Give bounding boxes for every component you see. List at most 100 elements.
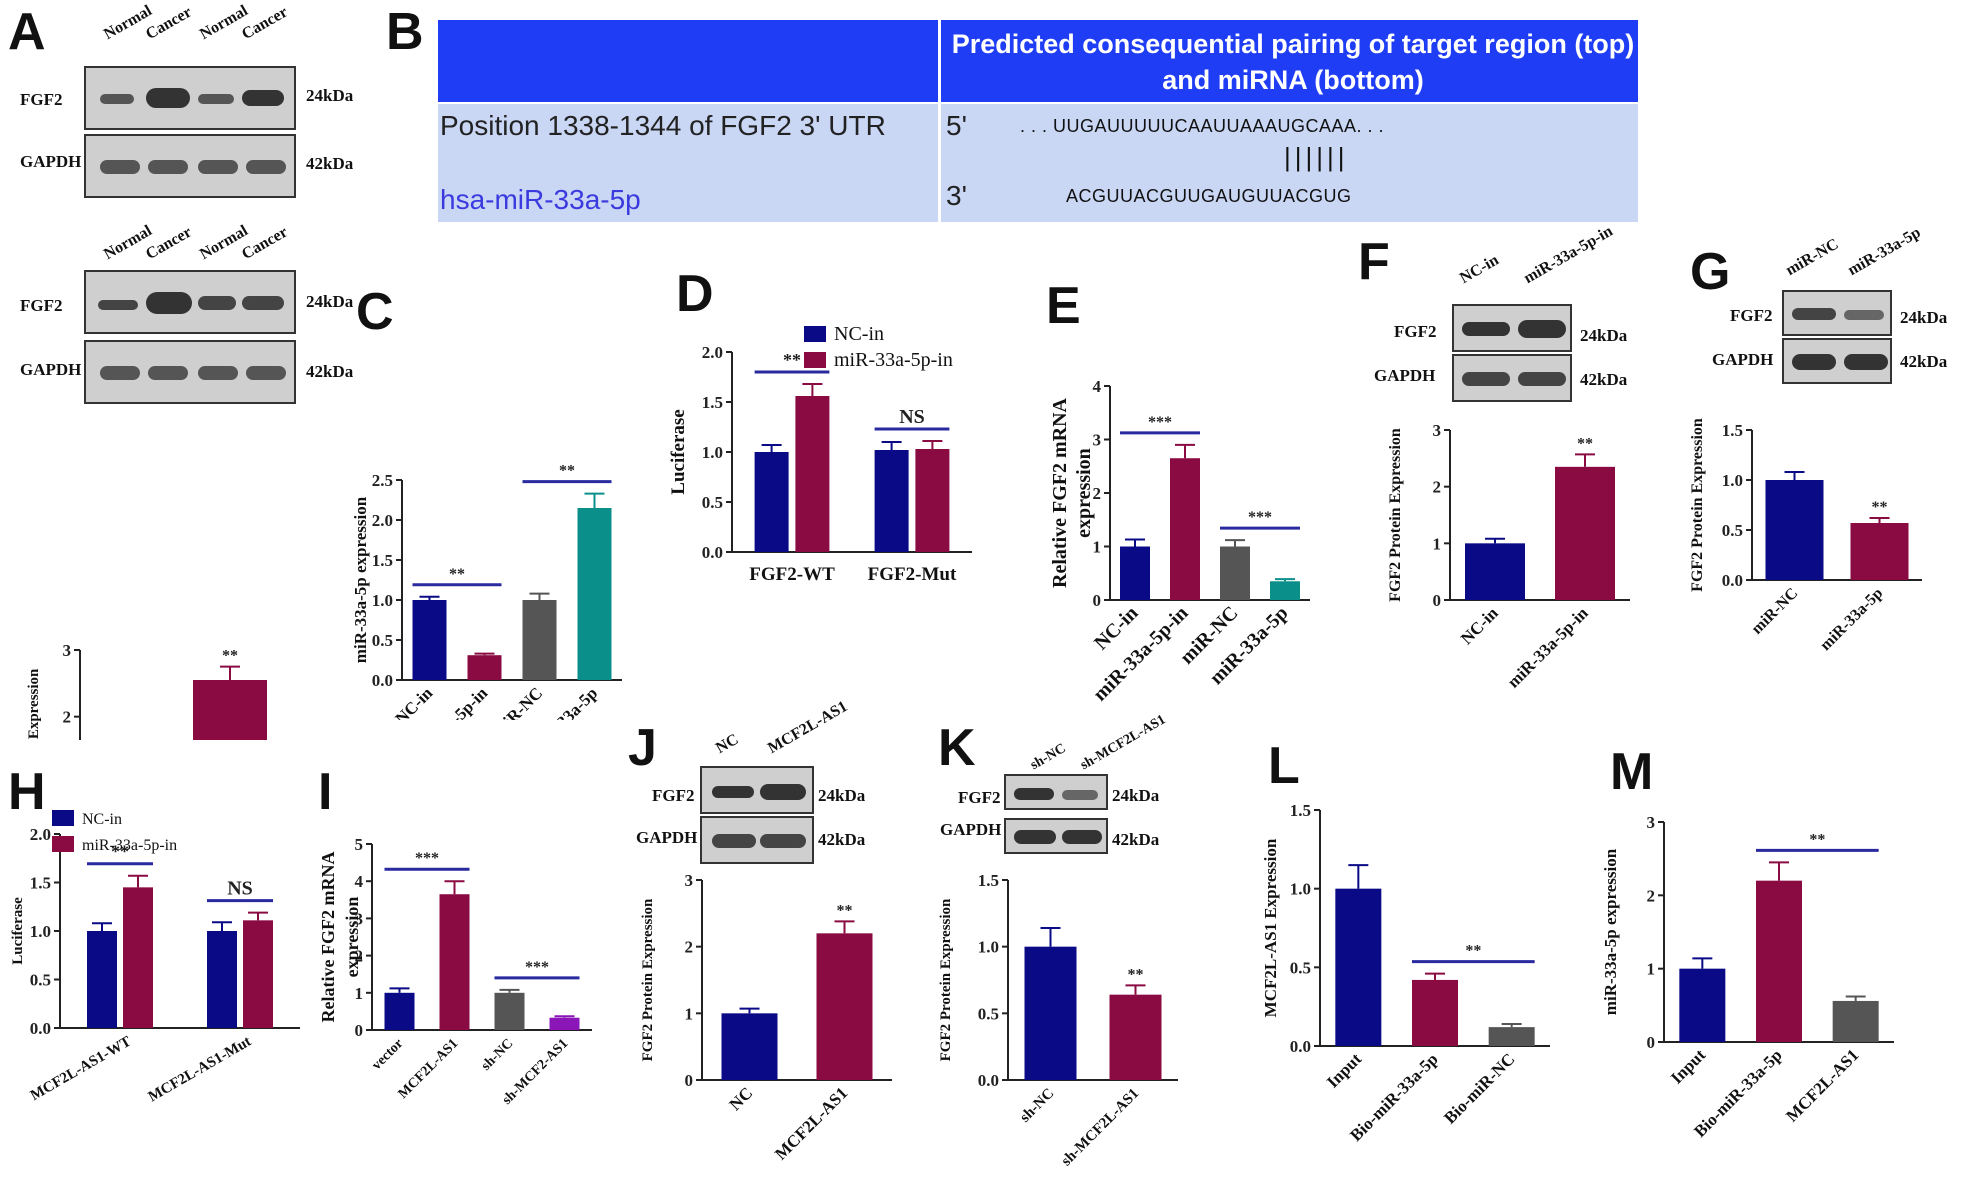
y-axis-label: FGF2 Protein Expression (1387, 428, 1404, 602)
kda-label: 24kDa (1900, 308, 1948, 327)
panel-label-c: C (356, 283, 394, 341)
target-sequence: . . . UUGAUUUUUCAAUUAAAUGCAAA. . . (1020, 116, 1385, 136)
panel-label-g: G (1690, 243, 1731, 301)
kda-label: 42kDa (306, 362, 354, 381)
y-tick-label: 0.0 (702, 543, 723, 562)
y-axis-label: Relative FGF2 mRNA (318, 852, 338, 1023)
lane-label: Normal (101, 2, 155, 44)
bar (467, 655, 502, 680)
y-tick-label: 1.5 (978, 871, 999, 890)
y-axis-label: FGF2 Protein Expression (1689, 418, 1706, 592)
y-tick-label: 1.0 (30, 922, 51, 941)
y-tick-label: 2 (1433, 478, 1442, 497)
x-tick-label: Input (1323, 1049, 1365, 1091)
y-axis-label: miR-33a-5p expression (1601, 848, 1620, 1015)
bar (1270, 581, 1300, 600)
significance-mark: ** (1465, 943, 1481, 960)
y-tick-label: 0.5 (978, 1004, 999, 1023)
y-tick-label: 1.0 (1722, 471, 1743, 490)
y-axis-label: Luciferase (10, 897, 26, 965)
y-tick-label: 0.5 (30, 971, 51, 990)
bar (577, 508, 612, 680)
x-tick-label: miR-33a-5p-in (1504, 603, 1593, 692)
y-tick-label: 1 (1647, 960, 1656, 979)
bar (243, 920, 273, 1028)
y-tick-label: 3 (685, 871, 694, 890)
significance-mark: ** (1809, 831, 1825, 848)
lane-label: NC (713, 730, 742, 758)
y-axis-label: miR-33a-5p expression (352, 496, 370, 663)
x-tick-label: Input (1667, 1045, 1709, 1087)
y-tick-label: 2 (355, 947, 364, 966)
y-tick-label: 1.5 (30, 874, 51, 893)
blot-row-label: GAPDH (1374, 366, 1436, 385)
chart-k: 0.0 0.5 1.0 1.5 FGF2 Protein Expression sh-NC… (938, 871, 1178, 1169)
bar (207, 931, 237, 1028)
x-tick-label: MCF2L-AS1 (1782, 1045, 1862, 1125)
y-tick-label: 0.5 (372, 631, 393, 650)
y-tick-label: 0.5 (1722, 521, 1743, 540)
kda-label: 24kDa (818, 786, 866, 805)
significance-mark: ** (222, 648, 238, 665)
significance-mark: *** (415, 850, 439, 867)
significance-mark: ** (837, 902, 853, 919)
y-tick-label: 0.0 (978, 1071, 999, 1090)
panel-label-h: H (8, 763, 46, 821)
lane-label: sh-MCF2L-AS1 (1078, 712, 1169, 774)
y-tick-label: 5 (355, 835, 364, 854)
kda-label: 24kDa (306, 86, 354, 105)
lane-label: NC-in (1457, 251, 1502, 288)
kda-label: 42kDa (1580, 370, 1628, 389)
y-axis-label: FGF2 Protein Expression (26, 668, 42, 740)
chart-f: 0 1 2 3 FGF2 Protein Expression NC-in miR-33a-… (1387, 421, 1630, 692)
bar (874, 450, 909, 552)
bar (1832, 1000, 1879, 1042)
y-tick-label: 4 (355, 872, 364, 891)
bar (384, 992, 415, 1030)
y-tick-label: 1 (1433, 534, 1442, 553)
bar (1488, 1027, 1535, 1046)
bar (1024, 946, 1077, 1080)
significance-mark: ** (1128, 966, 1144, 983)
y-tick-label: 1.5 (1290, 801, 1311, 820)
panel-label-e: E (1046, 277, 1081, 335)
y-tick-label: 0.5 (702, 493, 723, 512)
y-axis-label: Luciferase (668, 409, 689, 494)
chart-d: 0.0 0.5 1.0 1.5 2.0 Luciferase ** FGF2-WT NS FGF2… (668, 323, 972, 585)
panel-label-a: A (8, 3, 46, 61)
kda-label: 24kDa (1580, 326, 1628, 345)
panel-label-f: F (1358, 233, 1390, 291)
lane-label: miR-33a-5p-in (1521, 222, 1616, 288)
legend-label: miR-33a-5p-in (82, 837, 177, 854)
x-tick-label: NC (726, 1083, 757, 1114)
y-tick-label: 2.5 (372, 471, 393, 490)
panel-label-i: I (318, 763, 333, 821)
y-axis-label: FGF2 Protein Expression (640, 898, 656, 1061)
bar (1412, 979, 1458, 1046)
chart-h: 0.0 0.5 1.0 1.5 2.0 Luciferase ** MCF2L-AS1-WT N… (10, 810, 300, 1105)
x-tick-label: NC-in (1457, 603, 1502, 648)
blot-row-label: FGF2 (958, 788, 1001, 807)
x-tick-label: miR-NC (489, 683, 546, 720)
lane-label: MCF2L-AS1 (765, 697, 851, 758)
panel-label-b: B (386, 3, 424, 61)
panel-label-j: J (628, 719, 657, 777)
y-tick-label: 3 (1093, 431, 1102, 450)
prime-5-label: 5' (946, 110, 967, 141)
y-tick-label: 2 (1093, 484, 1102, 503)
mirna-pairing-table: Predicted consequential pairing of targe… (438, 20, 1638, 222)
y-tick-label: 0.0 (372, 671, 393, 690)
y-tick-label: 1.0 (978, 938, 999, 957)
bar (1170, 458, 1200, 600)
lane-label: sh-NC (1028, 741, 1069, 774)
blot-strip (1452, 304, 1572, 352)
significance-mark: ** (111, 842, 129, 862)
table-header-text: Predicted consequential pairing of targe… (951, 29, 1635, 95)
y-axis-label: expression (342, 897, 362, 978)
blot-row-label: FGF2 (1394, 322, 1437, 341)
blot-strip (84, 66, 296, 130)
pairing-lines: |||||| (1284, 142, 1349, 172)
bar (1220, 546, 1250, 600)
